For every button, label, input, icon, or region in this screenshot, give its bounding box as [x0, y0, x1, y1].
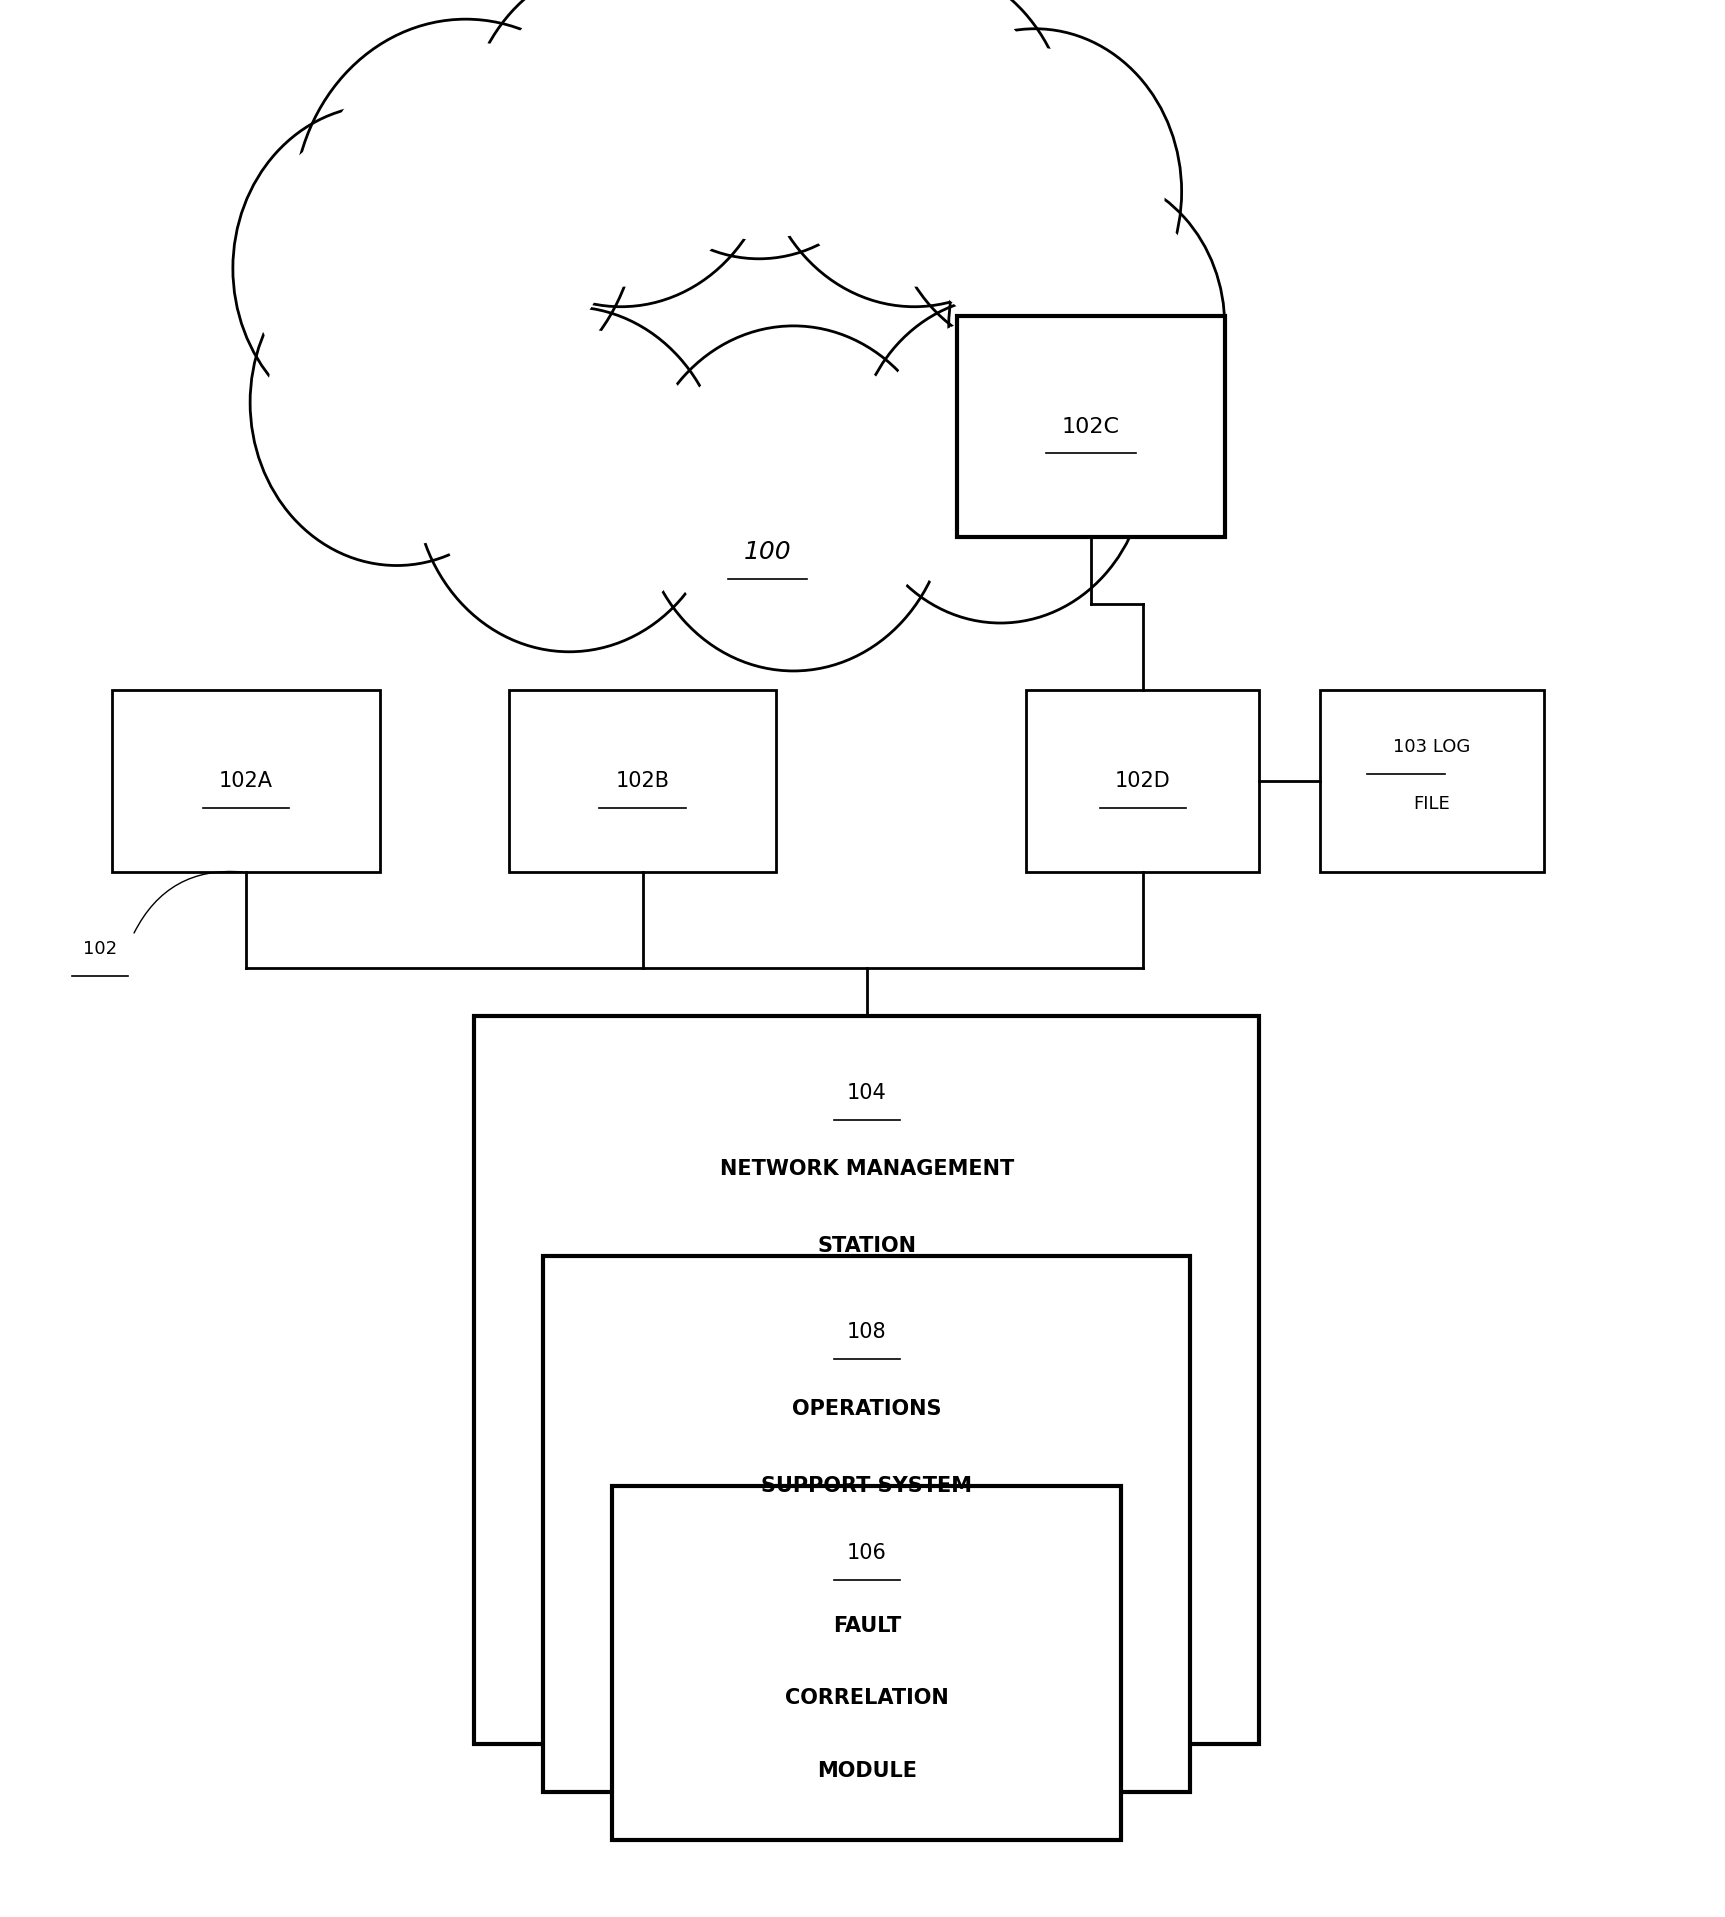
Circle shape	[871, 316, 1130, 604]
Bar	[543, 1256, 1190, 1792]
Circle shape	[314, 42, 618, 380]
Circle shape	[433, 328, 706, 631]
Text: CORRELATION: CORRELATION	[785, 1689, 949, 1708]
Text: 102C: 102C	[1063, 416, 1120, 437]
Circle shape	[414, 307, 724, 652]
Bar	[112, 690, 380, 872]
Text: 103 LOG: 103 LOG	[1394, 738, 1470, 755]
Bar	[509, 690, 776, 872]
Circle shape	[250, 240, 543, 566]
Text: FAULT: FAULT	[833, 1616, 900, 1635]
Text: 108: 108	[847, 1323, 887, 1342]
Text: FILE: FILE	[1413, 796, 1451, 813]
Circle shape	[657, 347, 930, 650]
Circle shape	[233, 105, 526, 431]
Text: 100: 100	[743, 541, 792, 564]
Text: 102D: 102D	[1114, 771, 1171, 792]
Text: 104: 104	[847, 1083, 887, 1102]
Bar	[1026, 690, 1259, 872]
Circle shape	[759, 0, 1070, 307]
Text: NETWORK MANAGEMENT: NETWORK MANAGEMENT	[719, 1160, 1014, 1179]
Text: MODULE: MODULE	[818, 1762, 916, 1781]
Text: 102A: 102A	[219, 771, 273, 792]
Circle shape	[638, 326, 949, 671]
Text: OPERATIONS: OPERATIONS	[792, 1399, 942, 1419]
Circle shape	[612, 0, 906, 259]
Text: SUPPORT SYSTEM: SUPPORT SYSTEM	[761, 1476, 973, 1495]
Circle shape	[293, 19, 638, 403]
Circle shape	[466, 0, 776, 307]
Text: STATION: STATION	[818, 1236, 916, 1256]
Circle shape	[906, 48, 1164, 335]
Circle shape	[630, 0, 888, 240]
Bar	[957, 316, 1225, 537]
Circle shape	[778, 0, 1051, 286]
Circle shape	[854, 297, 1147, 623]
Bar	[612, 1486, 1121, 1840]
Text: 106: 106	[847, 1543, 887, 1562]
Circle shape	[949, 173, 1225, 479]
Circle shape	[888, 29, 1182, 355]
Circle shape	[267, 259, 526, 546]
Bar	[474, 1016, 1259, 1744]
Text: 102B: 102B	[616, 771, 669, 792]
Circle shape	[485, 0, 757, 286]
Circle shape	[966, 192, 1208, 460]
Text: 102: 102	[83, 939, 117, 958]
Circle shape	[250, 125, 509, 412]
Bar	[1320, 690, 1544, 872]
